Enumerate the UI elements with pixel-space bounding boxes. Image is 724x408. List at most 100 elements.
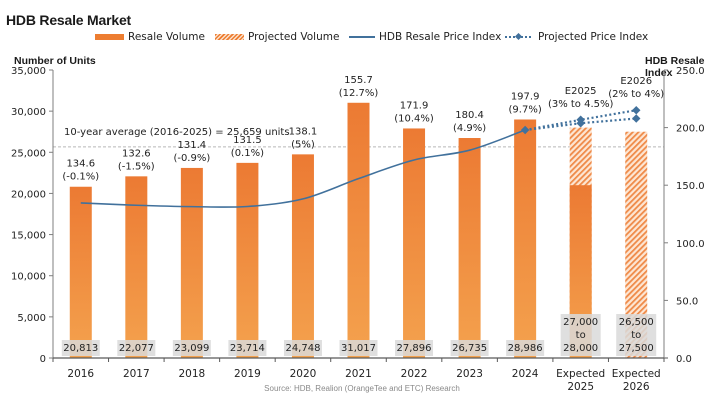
legend-swatch-price-index (349, 36, 375, 38)
legend-label: Projected Volume (248, 31, 340, 43)
legend-item-projected-index: Projected Price Index (504, 30, 648, 44)
chart-title: HDB Resale Market (6, 12, 131, 28)
x-axis-tick-label: Expected (612, 368, 661, 380)
x-axis-tick-label: 2026 (623, 381, 650, 393)
legend: Resale Volume Projected Volume HDB Resal… (0, 30, 724, 44)
index-change-label: (2% to 4%) (608, 89, 664, 100)
index-value-label: 155.7 (344, 75, 373, 86)
bar-value-label-box (616, 314, 657, 356)
index-value-label: 180.4 (455, 110, 484, 121)
left-axis-tick-label: 10,000 (11, 272, 46, 283)
index-value-label: 134.6 (66, 159, 95, 170)
average-reference-label: 10-year average (2016-2025) = 25,659 uni… (64, 127, 290, 138)
index-change-label: (0.1%) (231, 148, 264, 159)
index-change-label: (12.7%) (339, 88, 379, 99)
x-axis-tick-label: 2020 (290, 368, 317, 380)
bar-value-label: 22,077 (119, 343, 154, 354)
x-axis-tick-label: 2025 (567, 381, 594, 393)
bar-value-label: 23,099 (174, 343, 209, 354)
x-axis-tick-label: 2017 (123, 368, 150, 380)
resale-volume-bar (180, 167, 203, 358)
x-axis-tick-label: 2021 (345, 368, 372, 380)
index-value-label: 171.9 (400, 100, 429, 111)
bar-value-label-box (450, 340, 489, 356)
index-change-label: (-0.9%) (173, 153, 210, 164)
bar-value-label-box (172, 340, 211, 356)
bar-value-label: 27,500 (619, 343, 654, 354)
resale-volume-bar (347, 102, 370, 358)
right-axis-tick-label: 0.0 (676, 354, 692, 365)
bar-value-label: 24,748 (285, 343, 320, 354)
x-axis-tick-label: Expected (556, 368, 605, 380)
right-axis-tick-label: 250.0 (676, 66, 705, 77)
bar-value-label: 31,017 (341, 343, 376, 354)
index-value-label: E2025 (565, 86, 597, 97)
legend-swatch-projected-volume (215, 34, 244, 40)
bar-value-label-box (61, 340, 100, 356)
left-axis-tick-label: 15,000 (11, 231, 46, 242)
legend-swatch-resale-volume (95, 34, 124, 40)
bar-value-label-box (395, 340, 434, 356)
source-note: Source: HDB, Realion (OrangeTee and ETC)… (264, 384, 460, 393)
bar-value-label-box (506, 340, 545, 356)
right-axis-tick-label: 150.0 (676, 181, 705, 192)
index-change-label: (5%) (291, 139, 315, 150)
bar-value-label: 28,986 (508, 343, 543, 354)
bar-value-label-box (228, 340, 267, 356)
legend-item-projected-volume: Projected Volume (215, 30, 339, 44)
x-axis-tick-label: 2024 (512, 368, 539, 380)
resale-volume-bar (69, 186, 92, 358)
resale-volume-bar (458, 138, 481, 358)
resale-volume-bar (514, 119, 537, 358)
projected-index-line-high (524, 109, 637, 132)
right-axis-tick-label: 100.0 (676, 239, 705, 250)
resale-volume-bar (291, 154, 314, 358)
right-axis-tick-label: 200.0 (676, 124, 705, 135)
bar-value-label: 26,500 (619, 317, 654, 328)
left-axis-tick-label: 0 (40, 354, 46, 365)
legend-label: Resale Volume (128, 31, 205, 43)
x-axis-tick-label: 2018 (178, 368, 205, 380)
resale-volume-bar (403, 128, 426, 358)
x-axis-tick-label: 2019 (234, 368, 261, 380)
bar-value-label: to (576, 330, 586, 341)
projected-index-marker (631, 105, 641, 115)
bar-value-label: 27,896 (397, 343, 432, 354)
bar-value-label-box (339, 340, 378, 356)
index-change-label: (-0.1%) (62, 172, 99, 183)
bar-value-label-box (283, 340, 322, 356)
index-change-label: (-1.5%) (118, 161, 155, 172)
x-axis-tick-label: 2016 (67, 368, 94, 380)
projected-index-marker (631, 114, 641, 123)
legend-label: HDB Resale Price Index (379, 31, 502, 43)
bar-value-label: 28,000 (563, 343, 598, 354)
resale-volume-bar (236, 162, 259, 358)
legend-item-resale-volume: Resale Volume (95, 30, 205, 44)
index-change-label: (10.4%) (394, 113, 434, 124)
legend-label: Projected Price Index (538, 31, 649, 43)
bar-value-label-box (117, 340, 156, 356)
left-axis-tick-label: 20,000 (11, 189, 46, 200)
index-value-label: 138.1 (289, 126, 318, 137)
right-axis-tick-label: 50.0 (676, 296, 698, 307)
index-change-label: (4.9%) (453, 123, 486, 134)
left-axis-tick-label: 25,000 (11, 148, 46, 159)
resale-volume-bar (125, 176, 148, 358)
index-value-label: E2026 (620, 76, 652, 87)
bar-value-label: 26,735 (452, 343, 487, 354)
legend-item-price-index: HDB Resale Price Index (349, 30, 501, 44)
left-axis-tick-label: 35,000 (11, 66, 46, 77)
bar-value-label: 23,714 (230, 343, 265, 354)
bar-value-label: 27,000 (563, 317, 598, 328)
price-index-line (80, 129, 526, 208)
left-axis-title: Number of Units (14, 55, 96, 67)
left-axis-tick-label: 30,000 (11, 107, 46, 118)
bar-value-label: 20,813 (63, 343, 98, 354)
bar-value-label: to (631, 330, 641, 341)
legend-swatch-projected-index (504, 33, 534, 41)
index-value-label: 131.5 (233, 135, 262, 146)
x-axis-tick-label: 2023 (456, 368, 483, 380)
bar-value-label-box (560, 314, 601, 356)
index-value-label: 132.6 (122, 148, 151, 159)
